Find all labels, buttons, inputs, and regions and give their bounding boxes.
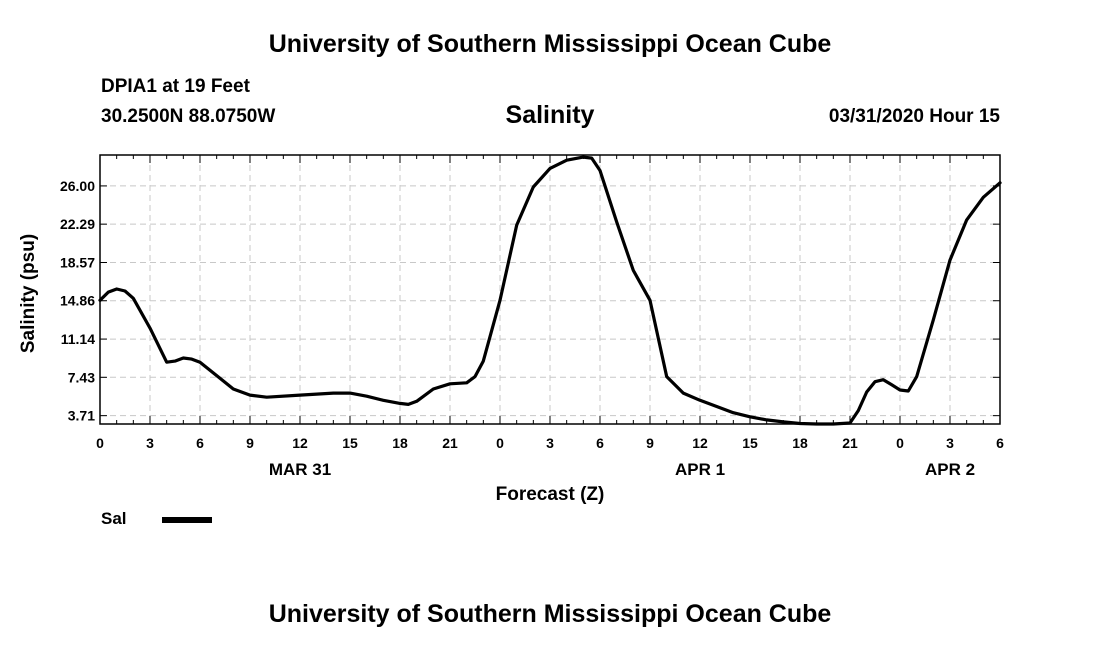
x-axis-title: Forecast (Z)	[496, 484, 605, 505]
y-tick-label: 22.29	[60, 216, 95, 232]
day-label: APR 1	[675, 460, 725, 479]
series-line-sal	[98, 155, 1002, 426]
x-tick-label: 9	[246, 435, 254, 451]
y-tick-label: 18.57	[60, 254, 95, 270]
y-tick-label: 26.00	[60, 178, 95, 194]
x-tick-label: 0	[496, 435, 504, 451]
chart-title-top: University of Southern Mississippi Ocean…	[268, 30, 832, 58]
chart-title-bottom: University of Southern Mississippi Ocean…	[268, 600, 832, 628]
x-tick-label: 15	[742, 435, 758, 451]
x-tick-label: 6	[196, 435, 204, 451]
coordinates-label: 30.2500N 88.0750W	[101, 106, 276, 127]
x-tick-label: 9	[646, 435, 654, 451]
x-tick-label: 18	[792, 435, 808, 451]
y-axis-title: Salinity (psu)	[18, 234, 39, 353]
x-tick-label: 18	[392, 435, 408, 451]
y-tick-label: 7.43	[68, 369, 95, 385]
timestamp-label: 03/31/2020 Hour 15	[828, 106, 1000, 127]
y-tick-label: 14.86	[60, 293, 95, 309]
y-tick-label: 11.14	[61, 331, 95, 347]
x-tick-label: 21	[442, 435, 458, 451]
legend-label: Sal	[101, 509, 127, 528]
x-tick-label: 3	[146, 435, 154, 451]
station-label: DPIA1 at 19 Feet	[101, 76, 250, 97]
variable-title: Salinity	[505, 101, 595, 129]
x-tick-label: 6	[996, 435, 1004, 451]
day-label: APR 2	[925, 460, 975, 479]
x-tick-label: 6	[596, 435, 604, 451]
x-tick-label: 15	[342, 435, 358, 451]
legend-swatch	[162, 517, 212, 523]
x-tick-label: 12	[292, 435, 308, 451]
x-tick-label: 3	[946, 435, 954, 451]
x-tick-label: 21	[842, 435, 858, 451]
day-label: MAR 31	[269, 460, 331, 479]
x-tick-label: 0	[896, 435, 904, 451]
x-tick-label: 3	[546, 435, 554, 451]
x-tick-label: 12	[692, 435, 708, 451]
x-tick-label: 0	[96, 435, 104, 451]
y-tick-label: 3.71	[68, 408, 95, 424]
